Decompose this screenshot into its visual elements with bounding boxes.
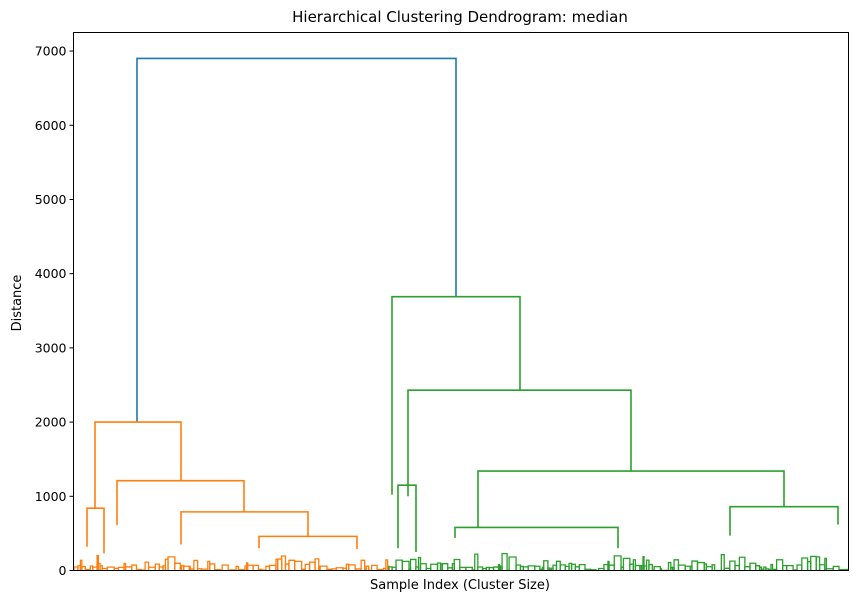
- leaf-link: [697, 563, 704, 571]
- dendrogram-link: [137, 58, 456, 422]
- leaf-link: [609, 565, 614, 570]
- leaf-link: [579, 565, 585, 571]
- leaf-link: [750, 563, 756, 570]
- leaf-link: [516, 565, 520, 571]
- leaf-link: [126, 567, 132, 571]
- leaf-link: [494, 567, 499, 570]
- leaf-link: [349, 565, 355, 571]
- leaf-link: [685, 566, 690, 570]
- dendrogram-link: [259, 536, 357, 549]
- dendrogram-link: [181, 512, 308, 545]
- leaf-link: [797, 565, 802, 571]
- y-axis-ticks: 0 1000 2000 3000 4000 5000 6000 7000: [35, 44, 74, 578]
- leaf-link: [623, 558, 629, 570]
- leaf-link: [93, 567, 97, 570]
- y-tick-label: 7000: [35, 44, 67, 59]
- chart-title: Hierarchical Clustering Dendrogram: medi…: [292, 8, 628, 26]
- leaf-link: [270, 565, 276, 570]
- leaf-link: [692, 561, 698, 570]
- dendrogram-link: [398, 485, 416, 552]
- leaf-link: [132, 565, 137, 570]
- leaf-link: [411, 559, 416, 570]
- x-axis-label: Sample Index (Cluster Size): [370, 578, 550, 593]
- leaf-link: [802, 558, 808, 571]
- dendrogram-link: [478, 471, 784, 527]
- y-axis-label: Distance: [10, 275, 25, 332]
- y-tick-label: 3000: [35, 340, 67, 355]
- leaf-link: [811, 556, 817, 570]
- plot-frame: [74, 33, 849, 571]
- y-tick-label: 6000: [35, 118, 67, 133]
- dendrogram-link: [95, 422, 181, 508]
- leaf-link: [478, 567, 483, 571]
- y-tick-label: 1000: [35, 489, 67, 504]
- leaf-link: [649, 565, 652, 571]
- leaf-link: [730, 561, 735, 570]
- leaf-link: [396, 560, 402, 570]
- leaf-link: [509, 557, 516, 571]
- leaf-link: [222, 565, 228, 571]
- leaf-link: [168, 557, 175, 571]
- leaf-link: [502, 554, 507, 571]
- leaf-link: [320, 566, 327, 570]
- leaf-link: [372, 565, 377, 570]
- leaf-link: [248, 565, 253, 570]
- dendrogram-link: [455, 527, 618, 548]
- leaf-link: [735, 566, 739, 571]
- leaf-link: [295, 561, 302, 570]
- leaf-link: [310, 562, 316, 570]
- leaf-link: [833, 566, 839, 570]
- leaf-link: [253, 565, 258, 570]
- leaf-link: [560, 565, 565, 571]
- leaf-link: [739, 557, 745, 570]
- leaf-link: [706, 567, 712, 571]
- leaf-link: [614, 556, 621, 571]
- leaf-link: [454, 560, 460, 571]
- leaf-link: [210, 564, 215, 571]
- leaf-link: [535, 566, 540, 570]
- leaf-link: [107, 567, 114, 570]
- leaf-link: [402, 561, 409, 570]
- leaf-link: [523, 567, 528, 571]
- leaf-link: [442, 564, 447, 571]
- y-tick-label: 5000: [35, 192, 67, 207]
- y-tick-label: 2000: [35, 415, 67, 430]
- leaf-link: [712, 565, 714, 571]
- leaf-link: [777, 560, 783, 571]
- leaf-link: [431, 564, 438, 570]
- dendrogram-link: [408, 390, 631, 496]
- leaf-link: [820, 565, 825, 571]
- leaf-link: [654, 567, 660, 571]
- leaf-link: [787, 566, 793, 571]
- leaf-link: [745, 567, 750, 571]
- leaf-link: [175, 563, 180, 570]
- y-tick-label: 4000: [35, 266, 67, 281]
- dendrogram-link: [392, 297, 520, 495]
- dendrogram-links: [74, 58, 848, 570]
- leaf-link: [528, 566, 535, 571]
- leaf-link: [420, 564, 426, 571]
- y-tick-label: 0: [59, 563, 67, 578]
- leaf-link: [184, 566, 189, 570]
- leaf-link: [635, 566, 640, 571]
- leaf-link: [674, 560, 678, 571]
- dendrogram-link: [730, 507, 838, 536]
- dendrogram-link: [87, 508, 104, 553]
- leaf-link: [678, 565, 685, 570]
- leaf-link: [289, 560, 295, 570]
